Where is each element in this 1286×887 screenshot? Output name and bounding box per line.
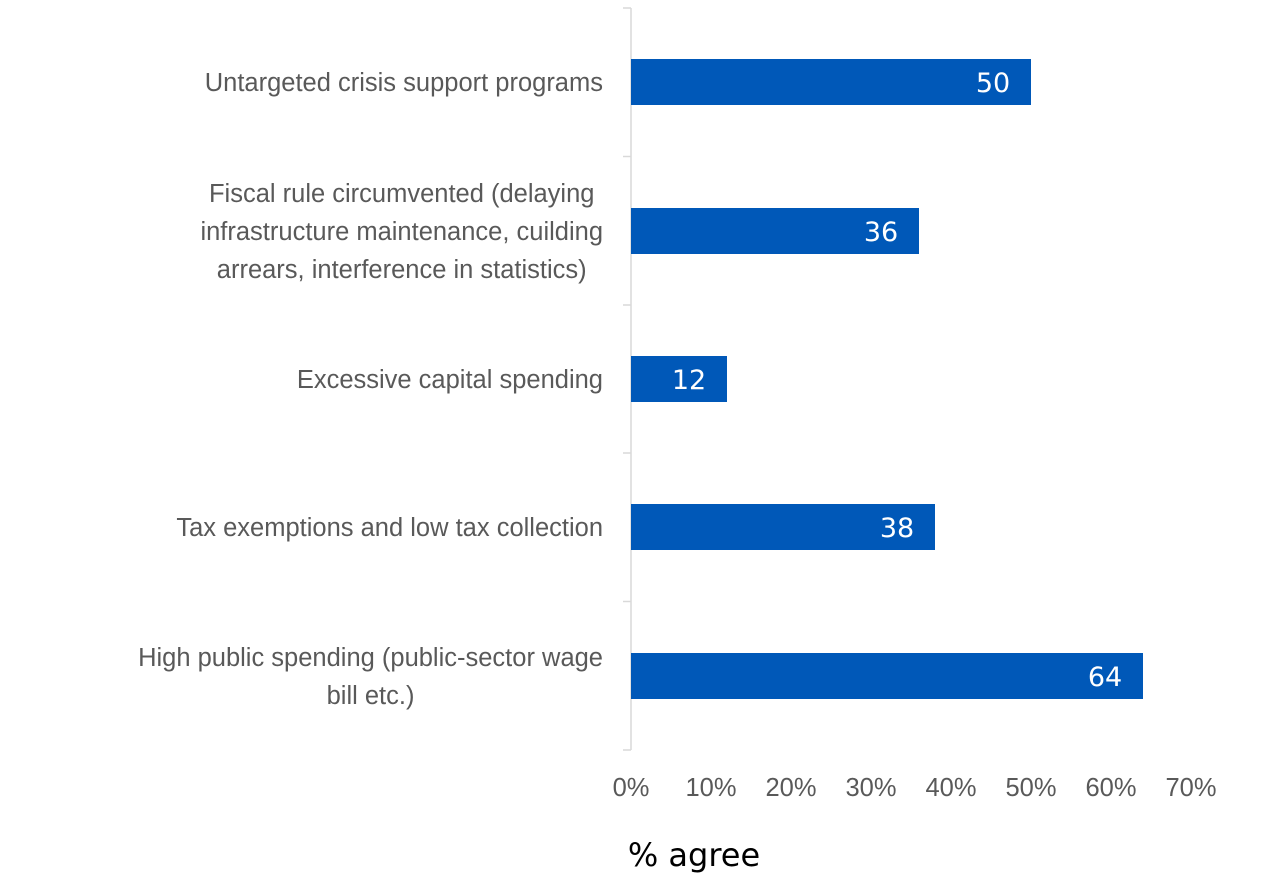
category-label: Tax exemptions and low tax collection [176,514,603,542]
bar [631,208,919,254]
data-label: 50 [976,68,1010,99]
category-label-line: bill etc.) [327,682,415,710]
category-label-line: Tax exemptions and low tax collection [176,514,603,542]
category-label-line: arrears, interference in statistics) [217,256,587,284]
y-axis [623,7,632,751]
category-label: Excessive capital spending [297,366,603,394]
category-label: High public spending (public-sector wage… [138,644,603,710]
bar [631,653,1143,699]
category-label-line: High public spending (public-sector wage [138,644,603,672]
data-label: 64 [1088,662,1122,693]
x-axis-title: % agree [628,836,760,874]
x-tick-label: 40% [925,774,976,802]
x-tick-label: 50% [1005,774,1056,802]
bar [631,504,935,550]
x-tick-label: 30% [845,774,896,802]
category-label: Fiscal rule circumvented (delaying infras… [200,180,603,284]
data-label: 12 [672,365,706,396]
x-tick-labels: 0% 10% 20% 30% 40% 50% 60% 70% [613,774,1217,802]
bars: 50 36 12 38 64 [631,59,1143,699]
category-label: Untargeted crisis support programs [205,69,603,97]
bar [631,356,727,402]
x-tick-label: 20% [765,774,816,802]
category-label-line: Fiscal rule circumvented (delaying [209,180,595,208]
data-label: 36 [864,217,898,248]
category-label-line: Untargeted crisis support programs [205,69,603,97]
data-label: 38 [880,513,914,544]
category-labels: Untargeted crisis support programs Fiscal… [138,69,603,710]
category-label-line: infrastructure maintenance, cuilding [200,218,603,246]
x-tick-label: 10% [685,774,736,802]
bar [631,59,1031,105]
x-tick-label: 0% [613,774,650,802]
category-label-line: Excessive capital spending [297,366,603,394]
x-tick-label: 60% [1085,774,1136,802]
x-tick-label: 70% [1165,774,1216,802]
